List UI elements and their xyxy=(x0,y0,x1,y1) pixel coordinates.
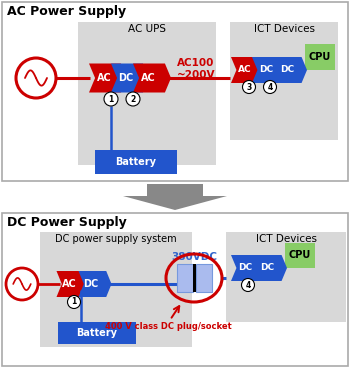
Circle shape xyxy=(6,268,38,300)
Bar xyxy=(176,264,193,292)
Polygon shape xyxy=(252,57,286,83)
Polygon shape xyxy=(231,57,265,83)
Bar xyxy=(285,243,315,268)
Text: AC UPS: AC UPS xyxy=(128,24,166,34)
Bar xyxy=(2,213,348,366)
Polygon shape xyxy=(253,255,287,281)
Text: Battery: Battery xyxy=(116,157,156,167)
Text: 1: 1 xyxy=(108,95,114,103)
Text: 2: 2 xyxy=(130,95,136,103)
Polygon shape xyxy=(89,64,127,92)
Polygon shape xyxy=(273,57,307,83)
Bar xyxy=(196,264,211,292)
Text: DC: DC xyxy=(238,263,252,272)
Circle shape xyxy=(16,58,56,98)
Text: 380VDC: 380VDC xyxy=(171,252,217,262)
Text: DC Power Supply: DC Power Supply xyxy=(7,216,127,229)
Bar xyxy=(226,232,346,322)
Polygon shape xyxy=(133,64,171,92)
Text: CPU: CPU xyxy=(309,52,331,62)
Text: ICT Devices: ICT Devices xyxy=(256,234,316,244)
Circle shape xyxy=(126,92,140,106)
Circle shape xyxy=(68,296,80,308)
Text: DC power supply system: DC power supply system xyxy=(55,234,177,244)
Bar xyxy=(58,322,136,344)
Text: 3: 3 xyxy=(246,82,252,92)
Text: DC: DC xyxy=(259,66,273,74)
Bar xyxy=(305,44,335,70)
Text: ICT Devices: ICT Devices xyxy=(253,24,315,34)
Text: DC: DC xyxy=(83,279,99,289)
Bar xyxy=(2,2,348,181)
Polygon shape xyxy=(78,271,112,297)
Circle shape xyxy=(104,92,118,106)
Text: DC: DC xyxy=(260,263,274,272)
Text: AC100
~200V: AC100 ~200V xyxy=(177,58,215,79)
Bar xyxy=(95,150,177,174)
Bar xyxy=(40,232,192,347)
Text: CPU: CPU xyxy=(289,250,311,260)
Text: AC: AC xyxy=(238,66,252,74)
Text: 400 V class DC plug/socket: 400 V class DC plug/socket xyxy=(105,322,231,331)
Text: 1: 1 xyxy=(71,297,77,307)
Polygon shape xyxy=(111,64,149,92)
Bar xyxy=(230,22,338,140)
Bar xyxy=(193,264,196,292)
Text: AC: AC xyxy=(97,73,111,83)
Text: 4: 4 xyxy=(267,82,273,92)
Polygon shape xyxy=(56,271,90,297)
Text: Battery: Battery xyxy=(77,328,118,338)
Text: DC: DC xyxy=(118,73,134,83)
Circle shape xyxy=(241,279,254,291)
Text: DC: DC xyxy=(280,66,294,74)
Text: AC Power Supply: AC Power Supply xyxy=(7,5,126,18)
Text: AC: AC xyxy=(141,73,155,83)
Text: AC: AC xyxy=(62,279,76,289)
Circle shape xyxy=(264,81,276,93)
Text: 4: 4 xyxy=(245,280,251,290)
Polygon shape xyxy=(231,255,265,281)
Polygon shape xyxy=(123,184,227,210)
Bar xyxy=(78,22,216,165)
Circle shape xyxy=(243,81,256,93)
